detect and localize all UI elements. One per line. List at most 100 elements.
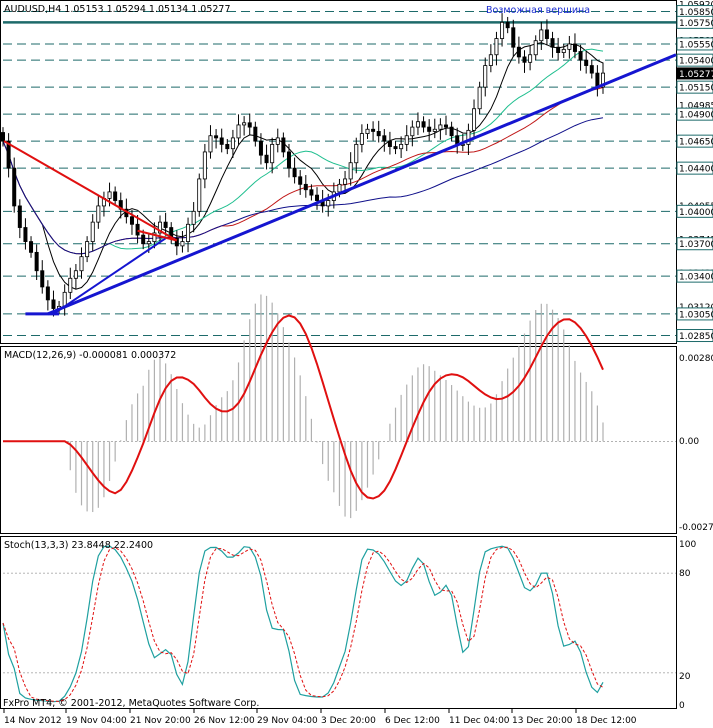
candle (90, 214, 95, 251)
candle (500, 13, 505, 47)
x-axis-label: 21 Nov 20:00 (130, 716, 191, 726)
candle (348, 152, 353, 186)
price-label: 1.03700 (676, 237, 713, 251)
candle (79, 247, 84, 279)
level-lines (3, 11, 676, 337)
stoch-scale-100: 100 (679, 540, 696, 550)
downtrend-line[interactable] (3, 140, 178, 242)
stoch-scale-0: 0 (679, 701, 685, 711)
stoch-panel-frame (0, 536, 677, 709)
candle (68, 267, 73, 300)
price-label: 1.04985 (679, 101, 713, 111)
svg-text:1.05400: 1.05400 (679, 57, 713, 67)
candle (550, 31, 555, 58)
candle (303, 175, 308, 198)
candle (533, 35, 538, 61)
candle (270, 137, 275, 174)
candle (186, 217, 191, 253)
price-label: 1.03050 (676, 307, 713, 321)
svg-text:1.02850: 1.02850 (679, 332, 713, 342)
stoch-signal-line (2, 546, 604, 702)
candle (45, 280, 50, 311)
candle (73, 264, 78, 289)
candle (511, 19, 516, 57)
x-axis-label: 29 Nov 04:00 (257, 716, 318, 726)
candle (572, 33, 577, 59)
candle (34, 244, 39, 281)
price-label: 1.05750 (676, 15, 713, 29)
stoch-scale-80: 80 (679, 569, 691, 579)
candle (365, 123, 370, 139)
price-label: 1.05150 (676, 80, 713, 94)
candle (544, 19, 549, 46)
macd-scale-top: 0.00280 (679, 354, 713, 364)
candle (214, 129, 219, 149)
candle (158, 215, 163, 244)
candle (472, 99, 477, 139)
candle (85, 236, 90, 263)
price-label: 1.04000 (676, 204, 713, 218)
candle (292, 157, 297, 184)
svg-text:1.03700: 1.03700 (679, 240, 713, 250)
macd-scale-zero: 0.00 (679, 437, 699, 447)
candle (242, 116, 247, 136)
candle (415, 112, 420, 136)
price-scale: 1.059201.058501.057501.055851.055501.054… (676, 1, 713, 343)
candle (113, 186, 118, 206)
candle (528, 45, 533, 71)
stoch-header: Stoch(13,3,3) 23.8448 22.2400 (4, 540, 153, 551)
candle (96, 195, 101, 229)
macd-scale-bottom: -0.00272 (679, 523, 713, 533)
candle (516, 36, 521, 64)
svg-text:1.05150: 1.05150 (679, 84, 713, 94)
candle (567, 35, 572, 59)
triangle-base[interactable] (137, 229, 178, 242)
candle (12, 157, 17, 213)
price-label: 1.04400 (676, 161, 713, 175)
candle (258, 133, 263, 165)
candle (6, 133, 11, 178)
candle (410, 120, 415, 147)
svg-text:1.04900: 1.04900 (679, 111, 713, 121)
candle (483, 57, 488, 97)
candle (236, 114, 241, 145)
candle (382, 129, 387, 152)
candle (443, 115, 448, 136)
candle (40, 260, 45, 294)
candle (180, 230, 185, 253)
x-axis-label: 19 Nov 04:00 (66, 716, 127, 726)
x-axis-label: 26 Nov 12:00 (194, 716, 255, 726)
candle (522, 50, 527, 73)
candle (494, 31, 499, 66)
svg-text:1.04650: 1.04650 (679, 138, 713, 148)
candle (191, 202, 196, 233)
svg-text:1.04400: 1.04400 (679, 165, 713, 175)
svg-text:1.05850: 1.05850 (679, 8, 713, 18)
candle (477, 81, 482, 115)
candle (135, 215, 140, 244)
price-label: 1.02850 (676, 329, 713, 343)
svg-text:1.03400: 1.03400 (679, 273, 713, 283)
candle (601, 62, 606, 94)
candle (539, 21, 544, 51)
candle (0, 127, 6, 147)
candle (202, 143, 207, 189)
candle (438, 118, 443, 140)
x-axis-label: 13 Dec 20:00 (512, 716, 573, 726)
price-label: 1.05277 (677, 67, 713, 80)
candle (387, 131, 392, 155)
price-label: 1.04900 (676, 107, 713, 121)
trend-lines[interactable] (3, 53, 677, 316)
channel-line[interactable] (52, 237, 167, 315)
x-axis-label: 6 Dec 12:00 (385, 716, 440, 726)
moving-averages (2, 42, 604, 290)
candle (230, 129, 235, 158)
stochastic-plot (2, 545, 676, 703)
candle (29, 236, 34, 258)
uptrend-line[interactable] (47, 53, 677, 316)
stoch-scale-20: 20 (679, 672, 691, 682)
candle (584, 50, 589, 74)
svg-text:1.04985: 1.04985 (679, 101, 713, 111)
x-axis-label: 14 Nov 2012 (4, 716, 62, 726)
